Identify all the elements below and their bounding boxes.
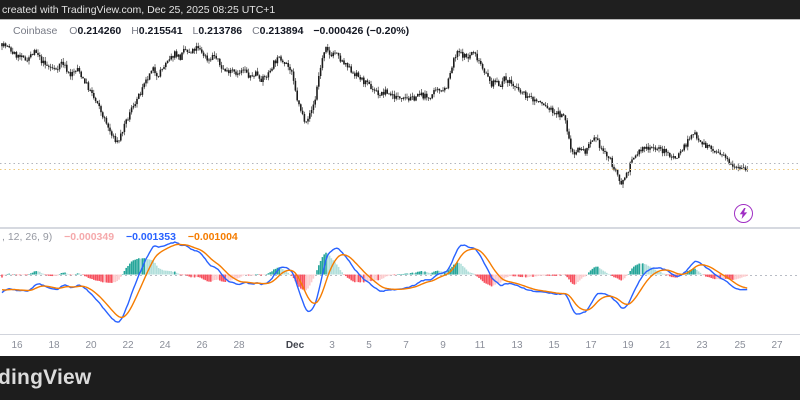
macd-histogram-value: −0.000349 bbox=[64, 231, 115, 243]
low-value: 0.213786 bbox=[198, 25, 243, 37]
time-axis-label: 26 bbox=[196, 340, 208, 351]
high-label: H bbox=[131, 25, 139, 37]
chart-canvas bbox=[0, 20, 800, 334]
tradingview-logo: dingView bbox=[0, 366, 92, 389]
macd-signal-value: −0.001004 bbox=[187, 231, 238, 243]
footer-bar: dingView bbox=[0, 356, 800, 400]
time-axis-label: 18 bbox=[48, 340, 60, 351]
macd-settings-label: , 12, 26, 9) bbox=[2, 231, 53, 243]
pane-divider bbox=[0, 227, 800, 229]
time-axis: 16 18 20 22 24 26 28 Dec 3 5 7 9 11 13 15 17 19 21 23 25 27 bbox=[0, 334, 800, 356]
change-value: −0.000426 (−0.20%) bbox=[313, 25, 410, 37]
symbol-legend: Coinbase O0.214260 H0.215541 L0.213786 C… bbox=[13, 25, 409, 37]
flash-button[interactable] bbox=[734, 204, 753, 223]
time-axis-label: 17 bbox=[585, 340, 597, 351]
time-axis-label: 28 bbox=[233, 340, 245, 351]
time-axis-label: 22 bbox=[122, 340, 134, 351]
time-axis-label: 3 bbox=[329, 340, 335, 351]
time-axis-label: 20 bbox=[85, 340, 97, 351]
attribution-text: created with TradingView.com, Dec 25, 20… bbox=[2, 4, 276, 16]
open-value: 0.214260 bbox=[77, 25, 122, 37]
time-axis-label: 9 bbox=[440, 340, 446, 351]
attribution-bar: created with TradingView.com, Dec 25, 20… bbox=[0, 0, 800, 20]
close-label: C bbox=[252, 25, 260, 37]
time-axis-label: 13 bbox=[511, 340, 523, 351]
time-axis-label: Dec bbox=[285, 340, 305, 351]
high-value: 0.215541 bbox=[138, 25, 183, 37]
macd-legend: , 12, 26, 9) −0.000349 −0.001353 −0.0010… bbox=[2, 231, 238, 243]
time-axis-label: 5 bbox=[366, 340, 372, 351]
time-axis-label: 11 bbox=[474, 340, 486, 351]
time-axis-label: 25 bbox=[734, 340, 746, 351]
macd-line-value: −0.001353 bbox=[125, 231, 176, 243]
time-axis-label: 27 bbox=[771, 340, 783, 351]
low-label: L bbox=[192, 25, 199, 37]
lightning-icon bbox=[739, 208, 748, 219]
time-axis-label: 16 bbox=[11, 340, 23, 351]
open-label: O bbox=[69, 25, 78, 37]
time-axis-label: 23 bbox=[696, 340, 708, 351]
time-axis-label: 21 bbox=[659, 340, 671, 351]
time-axis-label: 19 bbox=[622, 340, 634, 351]
exchange-name: Coinbase bbox=[13, 25, 58, 37]
time-axis-label: 7 bbox=[403, 340, 409, 351]
close-value: 0.213894 bbox=[259, 25, 304, 37]
time-axis-label: 15 bbox=[548, 340, 560, 351]
time-axis-label: 24 bbox=[159, 340, 171, 351]
